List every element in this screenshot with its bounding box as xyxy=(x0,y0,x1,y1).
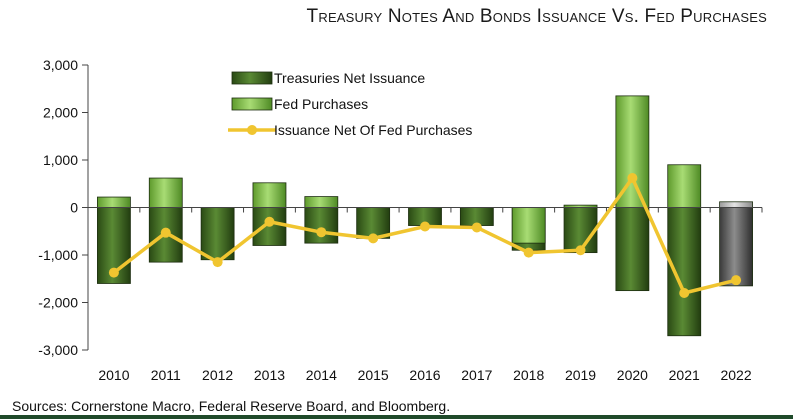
point-issuance-net-2013 xyxy=(264,216,275,227)
y-tick-label: 3,000 xyxy=(43,57,78,73)
x-tick-label: 2019 xyxy=(565,367,596,383)
y-tick-label: -3,000 xyxy=(38,342,78,358)
bottom-rule xyxy=(0,415,793,419)
y-tick-label: 2,000 xyxy=(43,105,78,121)
legend-label: Fed Purchases xyxy=(274,96,368,112)
point-issuance-net-2019 xyxy=(575,245,586,256)
bar-fed-purchases-2018 xyxy=(511,207,546,244)
x-tick-label: 2022 xyxy=(720,367,751,383)
x-tick-label: 2017 xyxy=(461,367,492,383)
bar-fed-purchases-2011 xyxy=(148,177,183,208)
x-tick-label: 2014 xyxy=(306,367,337,383)
x-tick-label: 2016 xyxy=(409,367,440,383)
source-note: Sources: Cornerstone Macro, Federal Rese… xyxy=(12,398,451,414)
chart-title: Treasury Notes And Bonds Issuance Vs. Fe… xyxy=(306,6,767,27)
y-tick-label: -1,000 xyxy=(38,247,78,263)
legend-label: Issuance Net Of Fed Purchases xyxy=(274,122,472,138)
chart-plot: -3,000 -2,000 -1,000 0 1,000 2,000 3,000 2010 20… xyxy=(38,57,763,383)
bar-treasuries-net-issuance-2020 xyxy=(615,207,650,292)
bar-fed-purchases-2020 xyxy=(615,95,650,208)
point-issuance-net-2022 xyxy=(731,275,742,286)
point-issuance-net-2021 xyxy=(679,288,690,298)
y-tick-label: -2,000 xyxy=(38,295,78,311)
bar-treasuries-net-issuance-2022 xyxy=(719,207,753,287)
point-issuance-net-2014 xyxy=(316,227,327,238)
legend-swatch-fed-purchases xyxy=(231,97,273,111)
bar-fed-purchases-2022 xyxy=(719,201,753,208)
x-tick-label: 2015 xyxy=(358,367,389,383)
point-issuance-net-2016 xyxy=(420,221,430,232)
bar-fed-purchases-2014 xyxy=(304,196,339,208)
x-tick-label: 2012 xyxy=(202,367,233,383)
point-issuance-net-2017 xyxy=(471,222,482,233)
x-tick-label: 2011 xyxy=(151,367,181,383)
bar-fed-purchases-2021 xyxy=(667,164,702,208)
bar-treasuries-net-issuance-2012 xyxy=(200,207,235,261)
bar-fed-purchases-2013 xyxy=(252,182,287,208)
bar-treasuries-net-issuance-2011 xyxy=(148,207,183,263)
legend-swatch-issuance-net-marker xyxy=(247,125,257,135)
bar-fed-purchases-2010 xyxy=(97,196,131,208)
bar-treasuries-net-issuance-2014 xyxy=(304,207,339,244)
legend-label: Treasuries Net Issuance xyxy=(274,70,425,86)
x-tick-label: 2021 xyxy=(669,367,700,383)
y-tick-label: 1,000 xyxy=(43,152,78,168)
y-tick-label: 0 xyxy=(70,200,78,216)
point-issuance-net-2012 xyxy=(212,257,223,268)
point-issuance-net-2015 xyxy=(368,233,379,244)
chart-legend: Treasuries Net Issuance Fed Purchases Issu… xyxy=(228,70,472,138)
point-issuance-net-2018 xyxy=(523,247,534,258)
legend-swatch-treasuries-net-issuance xyxy=(231,71,273,85)
point-issuance-net-2010 xyxy=(108,267,119,278)
point-issuance-net-2011 xyxy=(160,227,171,238)
x-tick-label: 2020 xyxy=(617,367,648,383)
x-tick-label: 2010 xyxy=(98,367,129,383)
x-tick-label: 2013 xyxy=(254,367,285,383)
point-issuance-net-2020 xyxy=(627,173,638,184)
x-tick-label: 2018 xyxy=(513,367,544,383)
